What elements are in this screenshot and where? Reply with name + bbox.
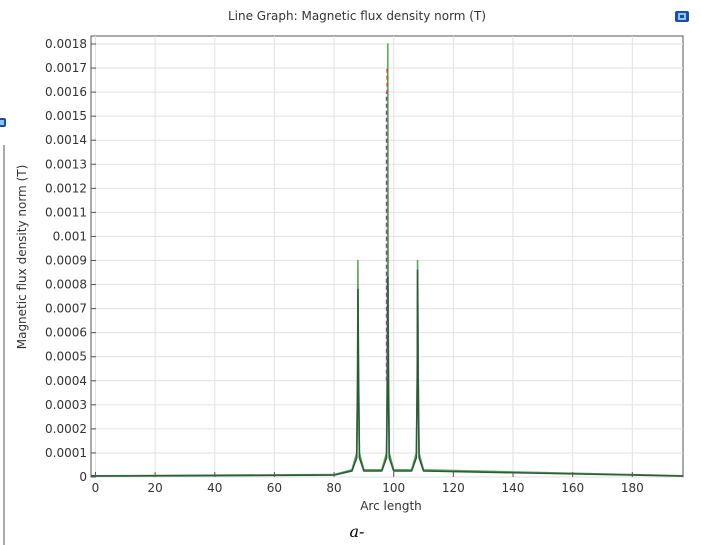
x-tick-label: 0 (92, 481, 100, 495)
y-tick-label: 0.0002 (45, 422, 87, 436)
y-tick-label: 0.0012 (45, 181, 87, 195)
x-tick-label: 160 (561, 481, 584, 495)
y-tick-label: 0.0017 (45, 61, 87, 75)
y-tick-label: 0.0013 (45, 157, 87, 171)
series-group (90, 43, 684, 477)
x-tick-label: 60 (267, 481, 282, 495)
x-tick-label: 40 (207, 481, 222, 495)
x-tick-label: 100 (382, 481, 405, 495)
chart-title: Line Graph: Magnetic flux density norm (… (228, 9, 486, 23)
y-tick-label: 0.001 (53, 229, 87, 243)
y-tick-label: 0.0007 (45, 302, 87, 316)
y-tick-label: 0.0015 (45, 109, 87, 123)
x-axis-ticks: 0 20 40 60 80 100 120 140 160 180 (92, 472, 644, 495)
y-tick-label: 0.0014 (45, 133, 87, 147)
y-tick-label: 0.0004 (45, 374, 87, 388)
y-tick-label: 0.0018 (45, 37, 87, 51)
y-axis-label: Magnetic flux density norm (T) (15, 165, 29, 350)
y-axis-ticks: 0 0.0001 0.0002 0.0003 0.0004 0.0005 0.0006 0.0… (45, 37, 96, 484)
y-tick-label: 0.0008 (45, 278, 87, 292)
left-panel-camera-icon[interactable] (0, 118, 6, 127)
x-tick-label: 180 (621, 481, 644, 495)
y-tick-label: 0.0003 (45, 398, 87, 412)
y-tick-label: 0 (79, 470, 87, 484)
x-tick-label: 140 (502, 481, 525, 495)
y-tick-label: 0.0016 (45, 85, 87, 99)
y-tick-label: 0.0011 (45, 205, 87, 219)
x-tick-label: 20 (147, 481, 162, 495)
camera-icon[interactable] (675, 11, 689, 22)
figure-caption: a- (350, 522, 365, 541)
y-tick-label: 0.0001 (45, 446, 87, 460)
x-axis-label: Arc length (360, 499, 422, 513)
x-tick-label: 120 (442, 481, 465, 495)
y-tick-label: 0.0006 (45, 326, 87, 340)
y-tick-label: 0.0009 (45, 254, 87, 268)
x-tick-label: 80 (326, 481, 341, 495)
y-tick-label: 0.0005 (45, 350, 87, 364)
